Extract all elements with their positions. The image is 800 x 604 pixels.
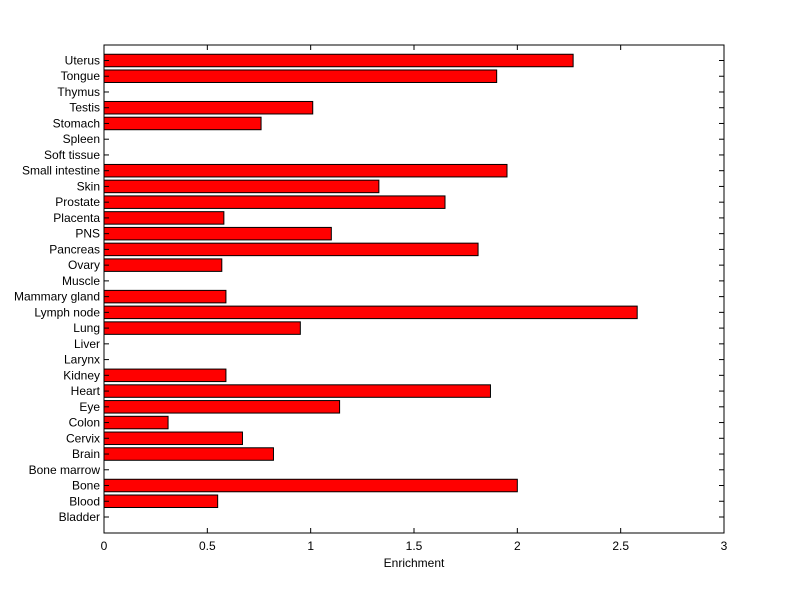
y-tick-label: Tongue — [61, 69, 101, 83]
bar-blood — [103, 494, 219, 509]
y-tick-label: PNS — [75, 227, 100, 241]
bar-brain — [103, 447, 274, 461]
y-tick-label: Stomach — [53, 116, 100, 130]
y-tick-label: Spleen — [63, 132, 100, 146]
x-tick-label: 2.5 — [612, 539, 629, 553]
y-tick-label: Bone marrow — [29, 463, 101, 477]
bar-colon — [103, 415, 169, 430]
y-tick-label: Lung — [73, 321, 100, 335]
bar-kidney — [103, 368, 227, 383]
bar-ovary — [103, 258, 223, 272]
x-tick-label: 0.5 — [199, 539, 216, 553]
y-tick-label: Kidney — [63, 368, 100, 382]
bar-cervix — [103, 431, 243, 446]
y-tick-label: Prostate — [55, 195, 100, 209]
y-tick-label: Lymph node — [34, 305, 100, 319]
y-tick-label: Mammary gland — [14, 290, 100, 304]
y-tick-label: Larynx — [64, 353, 100, 367]
bar-lung — [103, 321, 301, 335]
bar-heart — [103, 384, 491, 398]
x-tick-label: 3 — [721, 539, 728, 553]
y-tick-label: Placenta — [53, 211, 100, 225]
x-tick-label: 1.5 — [406, 539, 423, 553]
bar-stomach — [103, 116, 262, 131]
bar-placenta — [103, 211, 225, 225]
bar-eye — [103, 400, 341, 414]
bar-pns — [103, 226, 332, 241]
x-tick-label: 1 — [307, 539, 314, 553]
y-tick-label: Pancreas — [49, 242, 100, 256]
bar-testis — [103, 100, 314, 115]
y-tick-label: Bladder — [59, 510, 100, 524]
y-tick-label: Eye — [79, 400, 100, 414]
y-tick-label: Bone — [72, 479, 100, 493]
x-tick-label: 0 — [101, 539, 108, 553]
y-tick-label: Liver — [74, 337, 100, 351]
x-tick-label: 2 — [514, 539, 521, 553]
y-tick-label: Small intestine — [22, 164, 100, 178]
y-tick-label: Skin — [77, 179, 100, 193]
bar-skin — [103, 179, 380, 194]
y-tick-label: Uterus — [65, 54, 100, 68]
y-tick-label: Soft tissue — [44, 148, 100, 162]
y-tick-label: Thymus — [57, 85, 100, 99]
y-tick-label: Colon — [69, 416, 100, 430]
y-tick-label: Muscle — [62, 274, 100, 288]
y-tick-label: Blood — [69, 494, 100, 508]
bars-layer — [103, 53, 638, 509]
y-tick-label: Ovary — [68, 258, 100, 272]
bar-lymph-node — [103, 305, 638, 320]
y-tick-label: Cervix — [66, 431, 100, 445]
bar-uterus — [103, 53, 574, 68]
bar-small-intestine — [103, 163, 508, 178]
y-tick-label: Testis — [69, 101, 100, 115]
bar-bone — [103, 478, 518, 493]
y-tick-label: Heart — [71, 384, 101, 398]
bar-prostate — [103, 195, 446, 209]
bar-mammary-gland — [103, 289, 227, 304]
bar-tongue — [103, 69, 498, 83]
x-axis-label: Enrichment — [384, 556, 445, 570]
ticks-layer — [103, 45, 725, 533]
y-tick-label: Brain — [72, 447, 100, 461]
bar-pancreas — [103, 242, 479, 257]
